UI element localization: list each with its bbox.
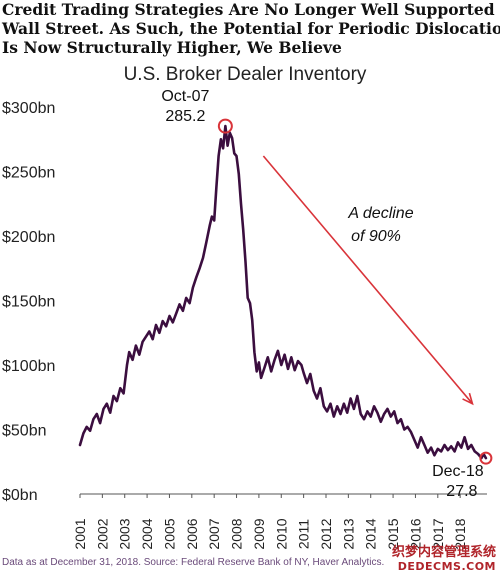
- inventory-series-line: [78, 124, 488, 460]
- x-tick-label: 2017: [430, 518, 446, 549]
- x-tick-label: 2012: [318, 518, 334, 549]
- decline-arrow-line: [262, 155, 474, 405]
- x-tick-label: 2002: [94, 518, 110, 549]
- peak-marker-circle: [217, 118, 233, 134]
- x-tick-label: 2013: [340, 518, 356, 549]
- x-axis: 2001 2002 2003 2004 2005 2006 2007 2008 2009 2010…: [72, 493, 487, 550]
- chart-title: U.S. Broker Dealer Inventory: [124, 64, 367, 85]
- y-tick-label: $200bn: [2, 229, 55, 246]
- y-tick-label: $150bn: [2, 294, 55, 311]
- x-tick-label: 2001: [72, 518, 88, 549]
- watermark-line-2: DEDECMS.COM: [397, 560, 496, 573]
- y-tick-label: $300bn: [2, 100, 55, 117]
- peak-date-label: Oct-07: [161, 88, 209, 105]
- x-tick-label: 2018: [452, 518, 468, 549]
- peak-value-label: 285.2: [165, 108, 205, 125]
- x-tick-label: 2009: [251, 518, 267, 549]
- x-tick-label: 2015: [385, 518, 401, 549]
- y-tick-label: $50bn: [2, 423, 47, 440]
- y-tick-label: $0bn: [2, 487, 38, 504]
- decline-arrow-head: [462, 392, 474, 406]
- x-tick-label: 2014: [363, 518, 379, 549]
- x-tick-label: 2011: [296, 519, 312, 549]
- x-tick-label: 2008: [229, 518, 245, 549]
- decline-label-line-2: of 90%: [351, 228, 401, 245]
- chart-headline: Credit Trading Strategies Are No Longer …: [2, 0, 500, 57]
- y-axis: $0bn $50bn $100bn $150bn $200bn $250bn $300bn: [2, 100, 55, 504]
- headline-line-2: Wall Street. As Such, the Potential for …: [2, 19, 500, 38]
- x-tick-label: 2005: [161, 518, 177, 549]
- headline-line-3: Is Now Structurally Higher, We Believe: [2, 38, 342, 57]
- end-date-label: Dec-18: [432, 463, 484, 480]
- x-tick-label: 2007: [206, 518, 222, 549]
- end-marker-circle: [479, 451, 493, 465]
- x-tick-label: 2010: [273, 518, 289, 549]
- headline-line-1: Credit Trading Strategies Are No Longer …: [2, 0, 500, 19]
- x-tick-label: 2016: [407, 518, 423, 549]
- series-layer: [78, 124, 488, 460]
- source-footnote: Data as at December 31, 2018. Source: Fe…: [2, 557, 385, 568]
- y-tick-label: $250bn: [2, 165, 55, 182]
- decline-label-line-1: A decline: [347, 205, 413, 222]
- y-tick-label: $100bn: [2, 358, 55, 375]
- x-tick-label: 2003: [117, 518, 133, 549]
- end-value-label: 27.8: [446, 483, 477, 500]
- x-tick-label: 2006: [184, 518, 200, 549]
- watermark: 织梦内容管理系统 DEDECMS.COM: [392, 545, 496, 574]
- x-tick-label: 2004: [139, 518, 155, 549]
- annotation-layer: Oct-07 285.2 Dec-18 27.8 A decline of 90%: [161, 88, 493, 500]
- watermark-line-1: 织梦内容管理系统: [391, 545, 496, 560]
